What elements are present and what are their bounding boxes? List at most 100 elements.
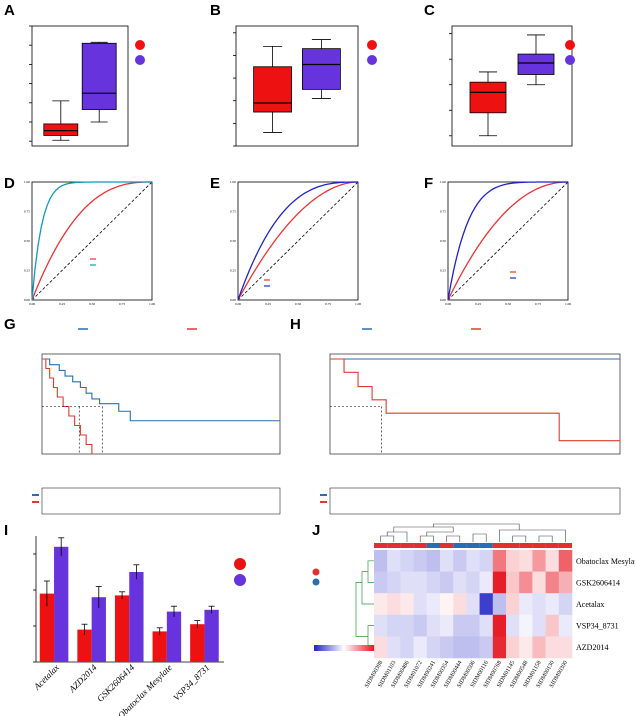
heatmap-cell — [400, 550, 414, 572]
roc-curve-ipts — [447, 181, 568, 301]
heatmap-cell — [440, 571, 454, 594]
group-legend-dot-low — [312, 578, 320, 586]
row-label: Acetalax — [576, 600, 604, 609]
row-dendrogram — [355, 560, 374, 648]
bar-high-score — [129, 572, 144, 662]
x-tick-label: 0.50 — [89, 302, 95, 306]
panel-label-j: J — [312, 522, 321, 539]
x-tick-label: 0.50 — [295, 302, 301, 306]
heatmap-cell — [519, 550, 533, 572]
heatmap-cell — [453, 636, 467, 659]
legend-dot — [234, 558, 246, 570]
y-tick-label: 0.50 — [24, 239, 30, 243]
y-tick-label: 0.50 — [230, 239, 236, 243]
bar-high-score — [54, 546, 69, 662]
heatmap-cell — [426, 550, 441, 572]
row-label: AZD2014 — [576, 643, 608, 652]
plot-frame — [447, 181, 569, 301]
legend-dot — [135, 40, 145, 50]
y-tick-label: 1.00 — [24, 180, 30, 184]
x-tick-label: 0.00 — [29, 302, 35, 306]
heatmap-cell — [400, 636, 414, 659]
colorbar-segment — [369, 645, 372, 651]
x-tick-label: 0.75 — [325, 302, 331, 306]
heatmap-cell — [387, 593, 401, 616]
colorbar-segment — [318, 645, 321, 651]
y-tick-label: 0.00 — [440, 298, 446, 302]
heatmap-cell — [479, 550, 494, 572]
sample-group-cell — [413, 543, 427, 548]
roc-plot-f: 0.000.00 0.25 0.25 0.50 0.50 0.75 0.75 1.00 1.00 — [440, 180, 571, 306]
heatmap-cell — [466, 550, 480, 572]
heatmap-cell — [453, 550, 467, 572]
heatmap-cell — [413, 636, 428, 659]
plot-frame — [31, 25, 129, 147]
heatmap-cell — [532, 593, 546, 616]
heatmap-cell — [545, 614, 560, 637]
heatmap-cell — [545, 636, 560, 659]
roc-curve-pdl1 — [237, 181, 359, 301]
heatmap-cell — [374, 571, 388, 594]
panel-label-e: E — [210, 175, 221, 192]
colorbar-segment — [321, 645, 324, 651]
bar-low-score — [114, 595, 130, 662]
colorbar-segment — [338, 645, 340, 651]
heatmap-cell — [492, 636, 507, 659]
sample-group-cell — [479, 543, 493, 548]
heatmap-cell — [558, 614, 573, 637]
heatmap-cell — [519, 571, 533, 594]
y-tick-label: 0.00 — [24, 298, 30, 302]
heatmap-cell — [532, 636, 546, 659]
x-tick-label: 1.00 — [355, 302, 361, 306]
panel-label-b: B — [210, 2, 221, 19]
heatmap-cell — [440, 636, 454, 659]
colorbar-segment — [360, 645, 363, 651]
bar-high-score — [91, 597, 106, 662]
heatmap-cell — [479, 614, 494, 637]
box-no — [253, 66, 292, 113]
y-tick-label: 0.75 — [24, 210, 30, 214]
legend-dot — [234, 574, 246, 586]
heatmap-cell — [479, 593, 494, 616]
sample-group-cell — [492, 543, 506, 548]
heatmap-cell — [413, 550, 428, 572]
sample-group-cell — [519, 543, 533, 548]
sample-group-cell — [506, 543, 520, 548]
risk-table-frame — [329, 487, 621, 515]
x-tick-label: 0.50 — [505, 302, 511, 306]
km-curve-low — [330, 358, 620, 442]
colorbar-segment — [362, 645, 364, 651]
heatmap-cell — [374, 636, 388, 659]
roc-curve-pdl1 — [31, 181, 152, 301]
x-tick-label: VSP34_8731 — [171, 662, 211, 702]
legend-dot — [565, 40, 575, 50]
heatmap-cell — [558, 550, 573, 572]
heatmap-cell — [506, 593, 520, 616]
heatmap-cell — [532, 571, 546, 594]
colorbar-segment — [353, 645, 355, 651]
heatmap-cell — [413, 593, 428, 616]
heatmap-cell — [413, 571, 428, 594]
sample-group-cell — [426, 543, 440, 548]
heatmap-cell — [374, 614, 388, 637]
heatmap-cell — [506, 636, 520, 659]
boxplot-b — [233, 25, 377, 147]
heatmap-cell — [400, 571, 414, 594]
sample-group-cell — [374, 543, 388, 548]
colorbar-segment — [326, 645, 328, 651]
colorbar-segment — [335, 645, 337, 651]
heatmap-cell — [466, 614, 480, 637]
sample-group-cell — [558, 543, 572, 548]
row-label: Obatoclax Mesylate — [576, 557, 635, 566]
y-tick-label: 1.00 — [440, 180, 446, 184]
x-tick-label: Acetalax — [31, 662, 61, 692]
x-tick-label: 1.00 — [149, 302, 155, 306]
colorbar-segment — [359, 645, 361, 651]
heatmap-cell — [492, 593, 507, 616]
colorbar-segment — [315, 645, 318, 651]
colorbar-segment — [372, 645, 375, 651]
panel-label-d: D — [4, 175, 15, 192]
heatmap-cell — [374, 550, 388, 572]
roc-curve-ipts — [31, 181, 152, 301]
